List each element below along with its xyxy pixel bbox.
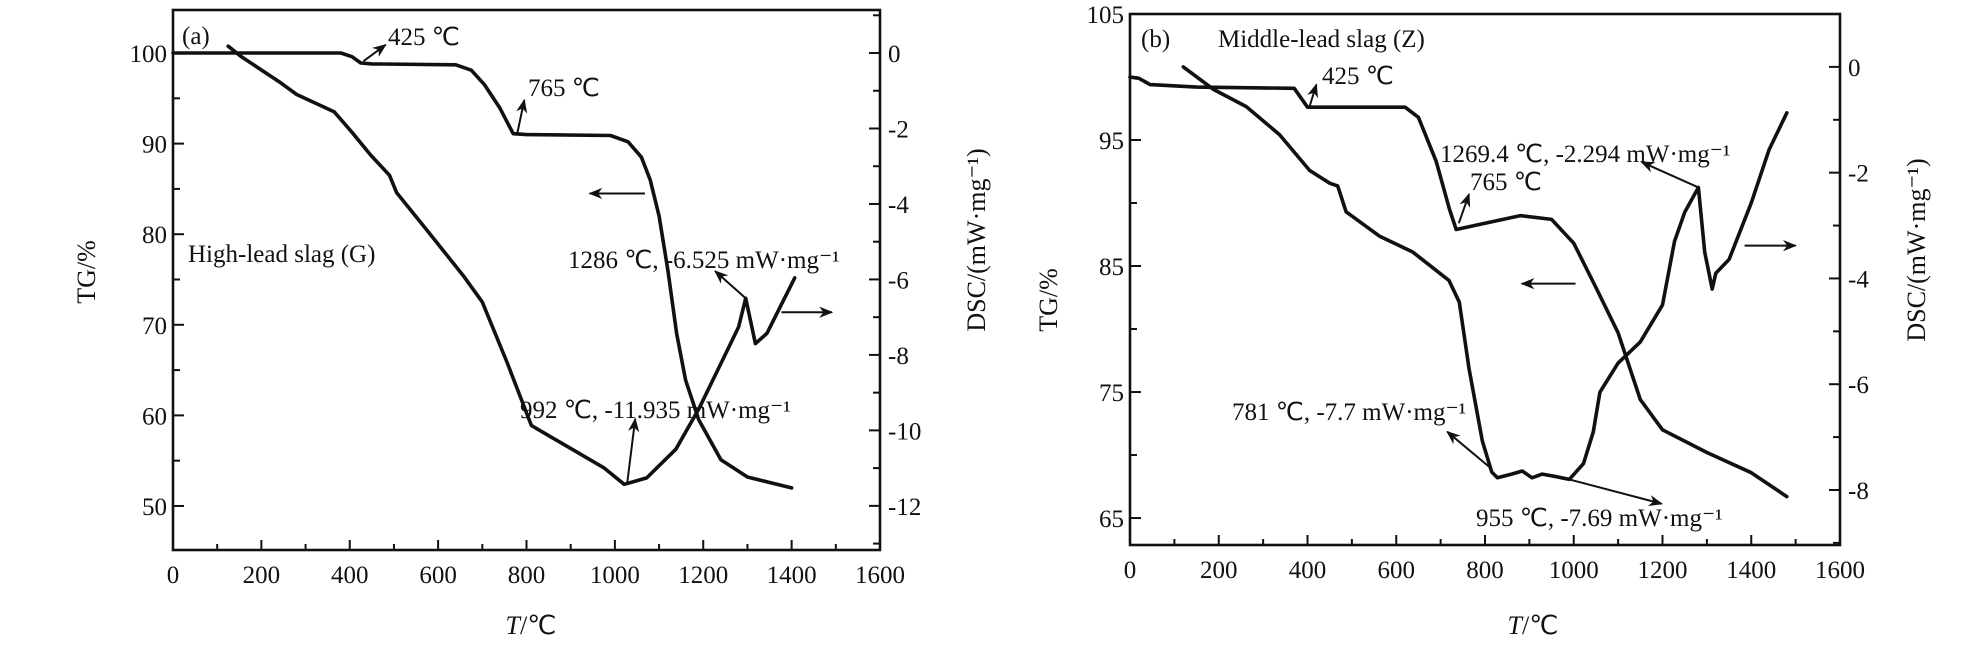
y-left-tick-label: 65 — [1099, 506, 1124, 533]
x-tick-label: 200 — [243, 562, 281, 589]
x-axis-title-variable: T — [1508, 611, 1524, 640]
annotation-label: 781 ℃, -7.7 mW·mg⁻¹ — [1232, 399, 1466, 426]
y-left-tick-label: 85 — [1099, 254, 1124, 281]
x-axis-title: T/℃ — [506, 611, 557, 640]
y-right-tick-label: -8 — [1848, 478, 1869, 505]
y-left-axis-title: TG/% — [1034, 268, 1063, 332]
panel-label: (a) — [182, 23, 210, 50]
y-left-tick-label: 90 — [142, 132, 167, 159]
annotation-arrow — [1446, 430, 1493, 470]
x-tick-label: 400 — [1289, 557, 1327, 584]
y-left-tick-label: 80 — [142, 222, 167, 249]
x-tick-label: 600 — [1378, 557, 1416, 584]
panel-a: 0 200 400 600 800 1000 1200 1400 160050607080901… — [72, 8, 991, 640]
sample-label: Middle-lead slag (Z) — [1218, 26, 1425, 53]
y-right-axis-title: DSC/(mW·mg⁻¹) — [962, 148, 991, 331]
x-tick-label: 800 — [1466, 557, 1504, 584]
x-axis-title-unit: /℃ — [520, 611, 556, 640]
annotation-arrow — [516, 98, 528, 134]
annotation-arrow — [1640, 161, 1699, 189]
x-tick-label: 1200 — [678, 562, 728, 589]
y-right-tick-label: -4 — [888, 192, 909, 219]
y-left-tick-label: 60 — [142, 403, 167, 430]
y-left-axis-title: TG/% — [72, 240, 101, 304]
x-tick-label: 600 — [419, 562, 457, 589]
annotation-label: 955 ℃, -7.69 mW·mg⁻¹ — [1476, 505, 1723, 532]
x-tick-label: 400 — [331, 562, 369, 589]
x-tick-label: 1200 — [1638, 557, 1688, 584]
x-tick-label: 1600 — [1815, 557, 1865, 584]
y-left-tick-label: 50 — [142, 494, 167, 521]
x-tick-label: 0 — [1124, 557, 1137, 584]
tg-curve — [171, 51, 794, 490]
tg-curve — [1128, 75, 1789, 499]
annotation-arrow — [1307, 83, 1318, 107]
x-tick-label: 1600 — [855, 562, 905, 589]
dsc-curve — [226, 44, 797, 487]
x-tick-label: 0 — [167, 562, 180, 589]
annotation-label: 765 ℃ — [1470, 169, 1542, 196]
annotation-label: 425 ℃ — [1322, 63, 1394, 90]
annotation-label: 1269.4 ℃, -2.294 mW·mg⁻¹ — [1440, 141, 1730, 168]
y-left-tick-label: 75 — [1099, 380, 1124, 407]
y-left-tick-label: 100 — [130, 41, 168, 68]
annotation-arrow — [1457, 192, 1471, 224]
y-left-tick-label: 105 — [1087, 2, 1125, 29]
x-axis-title-unit: /℃ — [1522, 611, 1558, 640]
y-left-tick-label: 95 — [1099, 128, 1124, 155]
y-right-tick-label: -4 — [1848, 266, 1869, 293]
panel-b: 0 200 400 600 800 1000 1200 1400 1600 65 75 85 95 105… — [1034, 2, 1931, 640]
x-tick-label: 1400 — [1726, 557, 1776, 584]
annotation-arrow — [714, 270, 747, 300]
x-tick-label: 800 — [508, 562, 546, 589]
sample-label: High-lead slag (G) — [188, 241, 375, 268]
y-right-tick-label: 0 — [888, 41, 901, 68]
y-right-tick-label: -6 — [888, 267, 909, 294]
y-right-tick-label: -2 — [888, 116, 909, 143]
y-right-axis-title: DSC/(mW·mg⁻¹) — [1902, 158, 1931, 341]
x-tick-label: 200 — [1200, 557, 1238, 584]
annotation-label: 765 ℃ — [528, 75, 600, 102]
y-right-tick-label: -6 — [1848, 372, 1869, 399]
x-tick-label: 1000 — [1549, 557, 1599, 584]
y-right-tick-label: -2 — [1848, 161, 1869, 188]
annotation-arrow — [362, 44, 387, 62]
annotation-label: 992 ℃, -11.935 mW·mg⁻¹ — [520, 397, 791, 424]
annotation-label: 1286 ℃, -6.525 mW·mg⁻¹ — [568, 247, 840, 274]
y-right-tick-label: -8 — [888, 343, 909, 370]
plot-frame — [171, 8, 882, 552]
y-left-tick-label: 70 — [142, 313, 167, 340]
dsc-curve — [1181, 65, 1789, 482]
x-axis-title: T/℃ — [1508, 611, 1559, 640]
annotation-arrow — [626, 417, 640, 483]
y-right-tick-label: -12 — [888, 494, 921, 521]
y-right-tick-label: -10 — [888, 418, 921, 445]
y-right-tick-label: 0 — [1848, 55, 1861, 82]
x-tick-label: 1000 — [590, 562, 640, 589]
panel-label: (b) — [1141, 26, 1170, 53]
x-tick-label: 1400 — [767, 562, 817, 589]
annotation-arrow — [1569, 478, 1663, 506]
x-axis-title-variable: T — [506, 611, 522, 640]
annotation-label: 425 ℃ — [388, 24, 460, 51]
